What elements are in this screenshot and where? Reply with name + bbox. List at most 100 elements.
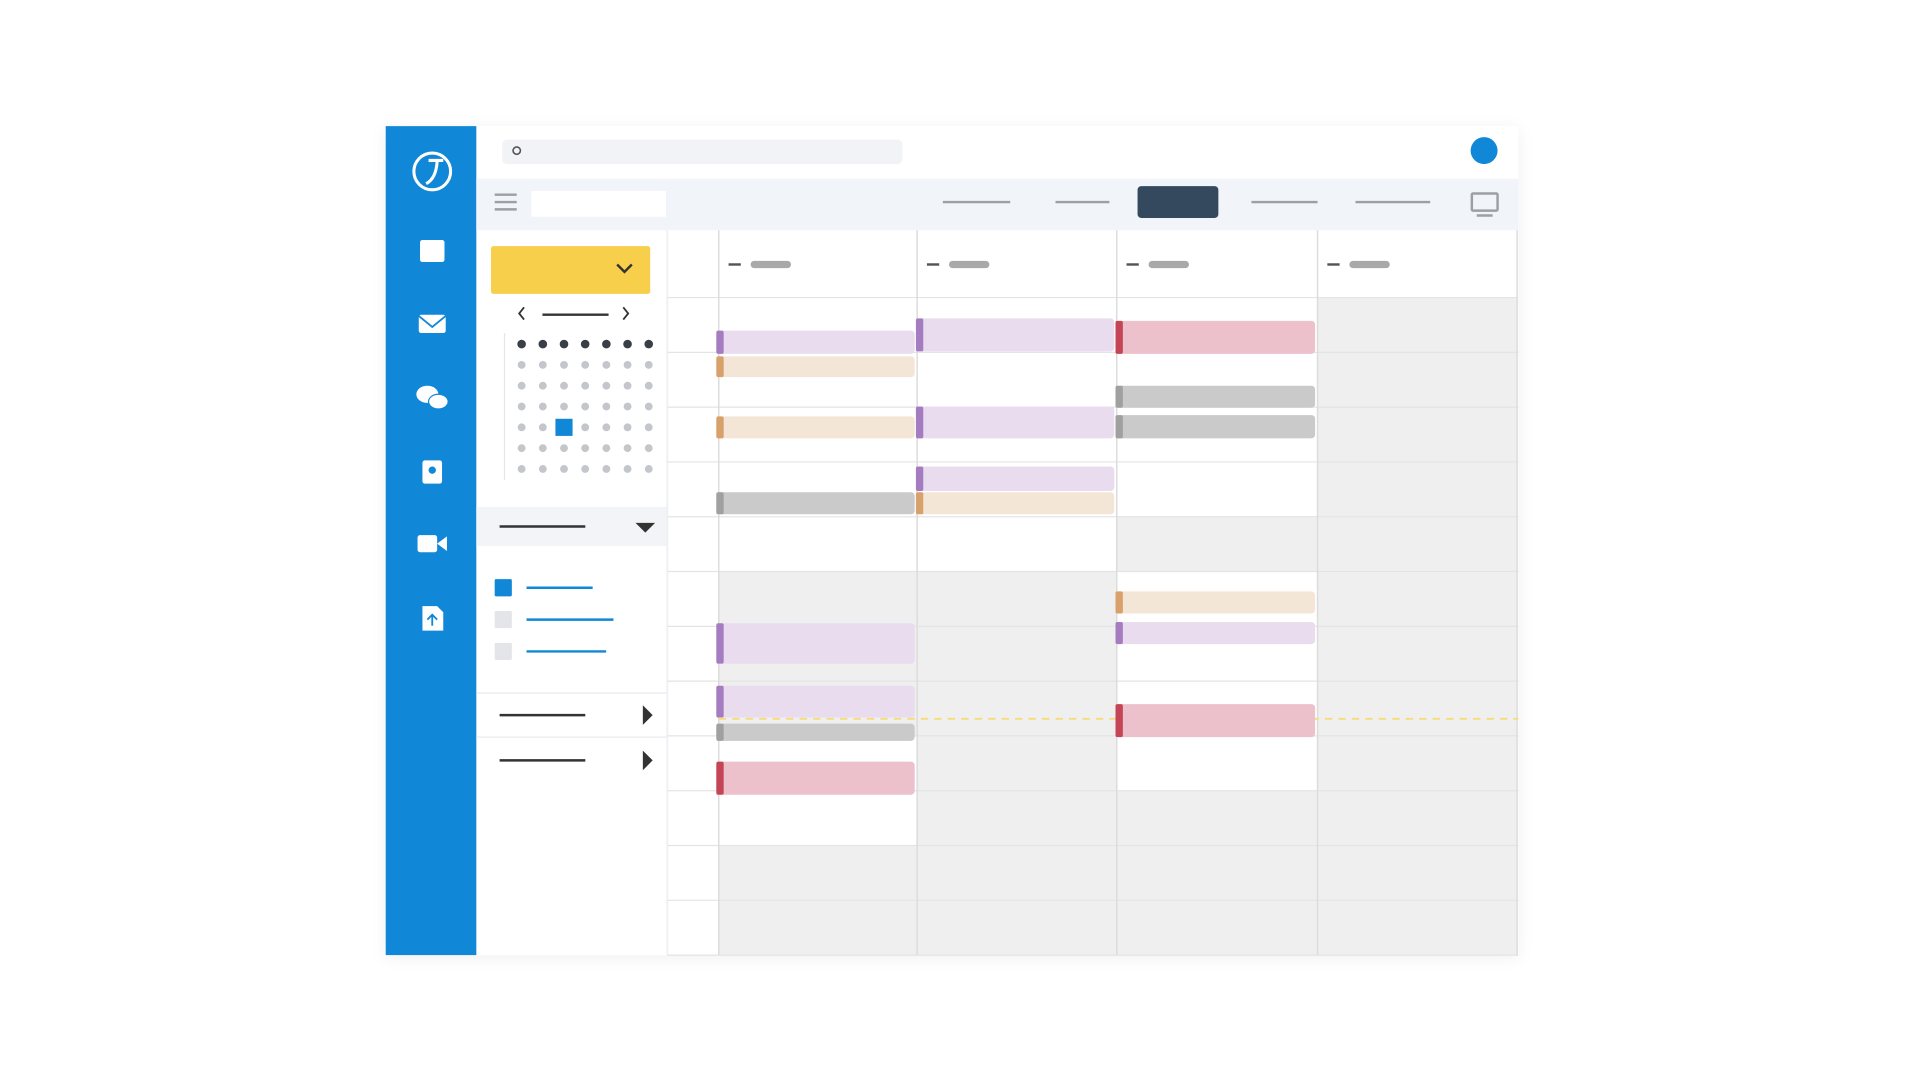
day-dot[interactable]	[623, 465, 632, 473]
day-dot[interactable]	[581, 360, 590, 369]
day-dot[interactable]	[602, 381, 611, 390]
monitor-icon[interactable]	[1470, 192, 1499, 212]
event-accent	[1115, 704, 1123, 738]
day-dot[interactable]	[538, 423, 547, 432]
day-dot[interactable]	[644, 360, 653, 369]
day-dot[interactable]	[602, 423, 611, 432]
day-dot[interactable]	[560, 444, 568, 453]
video-icon[interactable]	[417, 535, 438, 553]
event-accent	[716, 356, 724, 378]
day-dot[interactable]	[602, 444, 611, 453]
day-dot[interactable]	[538, 465, 547, 473]
event[interactable]	[1115, 415, 1316, 439]
event[interactable]	[1115, 591, 1316, 614]
event[interactable]	[915, 492, 1115, 515]
day-dot[interactable]	[623, 402, 632, 411]
event[interactable]	[915, 406, 1115, 439]
day-dot[interactable]	[602, 402, 611, 411]
day-dot[interactable]	[581, 402, 590, 411]
unavailable-slot	[1317, 516, 1518, 572]
day-dot[interactable]	[560, 360, 568, 369]
unavailable-slot	[1317, 626, 1518, 682]
calendar-icon[interactable]	[420, 240, 445, 263]
day-dot[interactable]	[644, 381, 653, 390]
unavailable-slot	[917, 681, 1117, 736]
day-dot[interactable]	[644, 444, 653, 453]
day-dot[interactable]	[644, 423, 653, 432]
day-dot[interactable]	[560, 381, 568, 390]
unavailable-slot	[1317, 790, 1518, 846]
event[interactable]	[915, 466, 1115, 492]
event[interactable]	[716, 623, 915, 664]
day-dot[interactable]	[623, 444, 632, 453]
event[interactable]	[716, 685, 915, 718]
unavailable-slot	[917, 845, 1117, 901]
active-view-tab[interactable]	[1137, 186, 1219, 218]
day-dot[interactable]	[644, 465, 653, 473]
event[interactable]	[915, 318, 1115, 352]
calendar-dropdown[interactable]	[491, 246, 651, 294]
day-dot[interactable]	[517, 444, 526, 453]
event[interactable]	[716, 330, 915, 354]
dropdown-chevron	[616, 263, 633, 274]
calendar-checkbox[interactable]	[494, 642, 512, 660]
unavailable-slot	[1317, 735, 1518, 791]
search-box[interactable]	[502, 139, 903, 165]
event[interactable]	[1115, 704, 1316, 738]
upload-arrow	[426, 613, 438, 626]
day-dot[interactable]	[538, 444, 547, 453]
day-dot[interactable]	[560, 402, 568, 411]
day-dot[interactable]	[623, 381, 632, 390]
day-dot[interactable]	[581, 465, 590, 473]
logo[interactable]	[412, 151, 453, 192]
event[interactable]	[1115, 385, 1316, 408]
day-dot[interactable]	[538, 402, 547, 411]
day-dot[interactable]	[581, 381, 590, 390]
event-accent	[716, 330, 724, 354]
weekday-dot	[517, 339, 526, 349]
mail-icon[interactable]	[418, 314, 446, 334]
event[interactable]	[1115, 320, 1316, 354]
event[interactable]	[716, 492, 915, 515]
day-dot[interactable]	[517, 360, 526, 369]
day-dot[interactable]	[517, 402, 526, 411]
calendar-checkbox[interactable]	[494, 579, 512, 597]
day-dot[interactable]	[517, 465, 526, 473]
day-dot[interactable]	[602, 360, 611, 369]
next-month[interactable]	[622, 306, 630, 321]
view-input[interactable]	[531, 191, 667, 217]
event[interactable]	[716, 761, 915, 795]
unavailable-slot	[1116, 900, 1318, 956]
event[interactable]	[716, 723, 915, 741]
contacts-head	[428, 466, 436, 474]
day-dot[interactable]	[623, 360, 632, 369]
day-dot[interactable]	[560, 465, 568, 473]
day-dot[interactable]	[581, 423, 590, 432]
event-accent	[915, 406, 924, 439]
unavailable-slot	[718, 571, 918, 627]
event[interactable]	[716, 416, 915, 439]
day-dot[interactable]	[517, 381, 526, 390]
day-dot[interactable]	[538, 360, 547, 369]
avatar[interactable]	[1470, 137, 1498, 165]
event-accent	[915, 318, 924, 352]
calendar-checkbox[interactable]	[494, 611, 512, 629]
search-icon	[512, 146, 522, 156]
day-dot[interactable]	[644, 402, 653, 411]
unavailable-slot	[1317, 681, 1518, 736]
day-dot[interactable]	[517, 423, 526, 432]
event-accent	[716, 761, 724, 795]
day-dot[interactable]	[581, 444, 590, 453]
event[interactable]	[716, 356, 915, 378]
unavailable-slot	[917, 571, 1117, 627]
day-dot[interactable]	[538, 381, 547, 390]
prev-month[interactable]	[518, 306, 525, 321]
selected-day[interactable]	[555, 418, 573, 436]
weekday-dot	[559, 339, 569, 349]
event[interactable]	[1115, 622, 1316, 645]
day-dot[interactable]	[602, 465, 611, 473]
day-dot[interactable]	[623, 423, 632, 432]
mail-flap	[418, 315, 447, 329]
